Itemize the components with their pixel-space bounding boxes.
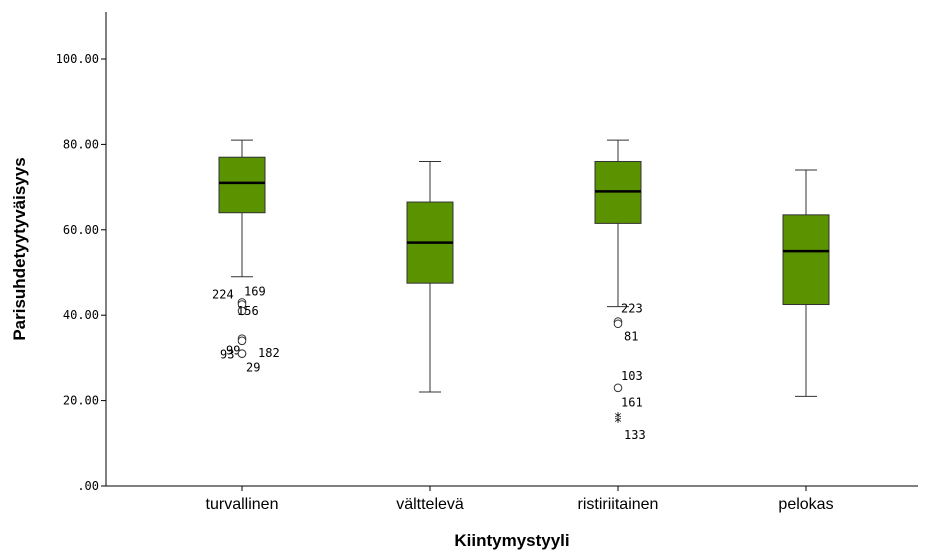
x-tick-label: pelokas	[778, 496, 833, 513]
x-axis-title: Kiintymystyyli	[454, 531, 569, 550]
outlier-label: 224	[212, 287, 234, 301]
outlier-point	[237, 336, 247, 346]
outlier-label: 133	[624, 428, 646, 442]
outlier-label: 169	[244, 285, 266, 299]
axes: .00 20.00 40.00 60.00 80.00 100.00 turvallinen…	[56, 12, 918, 513]
outlier-star: *	[615, 411, 622, 427]
y-tick-label: .00	[77, 479, 99, 493]
outlier-star: *	[615, 415, 622, 431]
x-tick-label: välttelevä	[396, 496, 464, 513]
outlier-label: 156	[237, 304, 259, 318]
y-tick-label: 40.00	[63, 308, 99, 322]
y-tick-label: 20.00	[63, 394, 99, 408]
outlier-point	[613, 319, 623, 329]
outlier-label: 182	[258, 346, 280, 360]
outlier-label: 93	[220, 348, 234, 362]
x-tick-label: turvallinen	[206, 496, 279, 513]
outlier-point	[613, 383, 623, 393]
outlier-label: 161	[621, 396, 643, 410]
y-tick-label: 80.00	[63, 137, 99, 151]
y-tick-label: 100.00	[56, 52, 99, 66]
box-välttelevä	[406, 160, 454, 393]
outlier-label: 223	[621, 302, 643, 316]
box-pelokas	[782, 169, 830, 397]
box-turvallinen: 224 169 156 99 182 93 29	[212, 139, 280, 375]
iqr-box	[782, 214, 830, 306]
outlier-label: 29	[246, 361, 260, 375]
outlier-point	[237, 306, 247, 316]
outlier-label: 81	[624, 330, 638, 344]
x-tick-label: ristiriitainen	[578, 496, 659, 513]
outlier-point	[237, 349, 247, 358]
outlier-label: 99	[226, 344, 240, 358]
outlier-label: 103	[621, 369, 643, 383]
y-axis-title: Parisuhdetyytyväisyys	[10, 157, 29, 340]
iqr-box	[218, 156, 266, 214]
y-tick-label: 60.00	[63, 223, 99, 237]
